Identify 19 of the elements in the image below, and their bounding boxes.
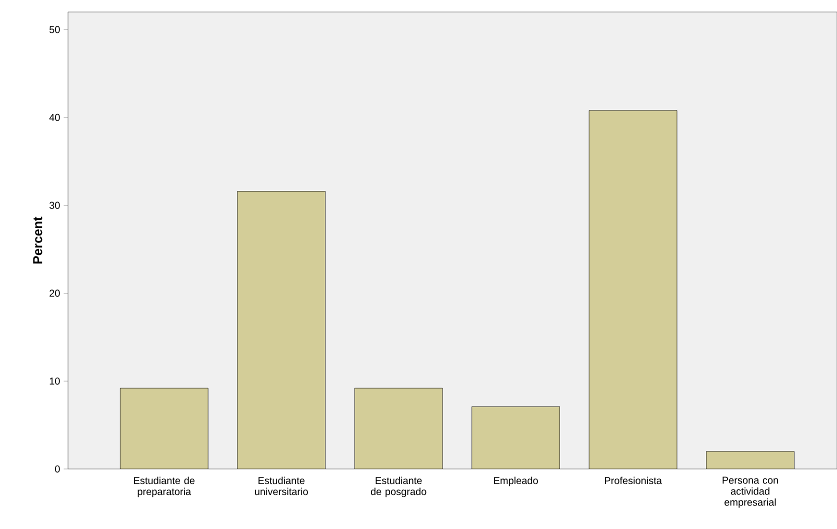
bar (354, 388, 443, 469)
x-tick-label: Empleado (494, 476, 538, 486)
bar (706, 451, 794, 469)
y-axis-title: Percent (33, 216, 42, 264)
x-tick-label: Persona con actividad empresarial (722, 476, 778, 508)
y-tick-label: 30 (49, 202, 60, 209)
y-tick-label: 20 (50, 290, 60, 297)
bar (237, 191, 326, 469)
y-tick-label: 50 (49, 26, 60, 34)
bar (589, 110, 677, 469)
x-tick-label: Estudiante universitario (255, 476, 308, 496)
y-tick-label: 40 (49, 114, 60, 121)
y-tick-label: 0 (55, 465, 60, 473)
bar (120, 388, 208, 469)
y-tick-label: 10 (50, 378, 60, 385)
x-tick-label: Estudiante de posgrado (370, 476, 426, 498)
x-tick-label: Estudiante de preparatoria (134, 476, 195, 498)
x-tick-label: Profesionista (604, 476, 662, 484)
bar (472, 406, 560, 469)
